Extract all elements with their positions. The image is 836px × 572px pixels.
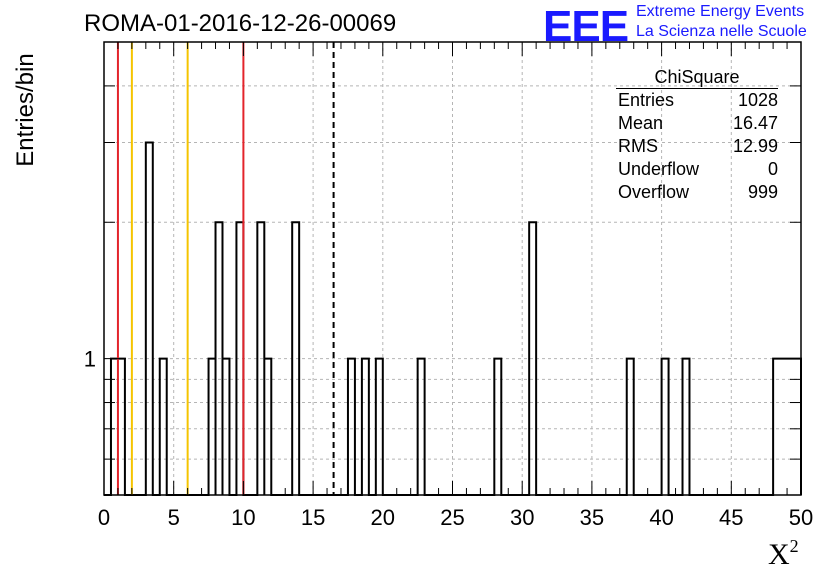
stats-value: 0 xyxy=(767,159,778,179)
x-axis-label-base: X xyxy=(768,538,790,571)
histogram-bin xyxy=(209,359,216,495)
histogram-bin xyxy=(662,359,669,495)
stats-row-underflow: Underflow 0 xyxy=(618,158,778,181)
stats-value: 12.99 xyxy=(732,136,778,156)
axis-ticks: 0 5 10 15 20 25 30 35 40 45 50 1 xyxy=(84,41,813,530)
histogram-bin xyxy=(222,359,229,495)
stats-label: Entries xyxy=(618,90,675,110)
stats-title: ChiSquare xyxy=(616,66,778,89)
stats-label: Underflow xyxy=(618,159,700,179)
stats-label: RMS xyxy=(618,136,658,156)
x-tick-label: 35 xyxy=(580,505,604,530)
chart-title: ROMA-01-2016-12-26-00069 xyxy=(84,10,397,37)
logo-line-2: La Scienza nelle Scuole xyxy=(636,23,807,40)
histogram-bin xyxy=(418,359,425,495)
histogram-bin xyxy=(683,359,690,495)
y-tick-label: 1 xyxy=(84,347,96,372)
histogram-bin xyxy=(236,222,243,495)
histogram-bin xyxy=(376,359,383,495)
stats-row-mean: Mean 16.47 xyxy=(618,112,778,135)
stats-box: ChiSquare Entries 1028 Mean 16.47 RMS 12.99… xyxy=(610,66,778,204)
x-tick-label: 45 xyxy=(719,505,743,530)
histogram-bin xyxy=(362,359,369,495)
stats-value: 999 xyxy=(747,182,778,202)
stats-row-overflow: Overflow 999 xyxy=(618,181,778,204)
x-tick-label: 20 xyxy=(371,505,395,530)
eee-logo: EEE xyxy=(543,2,629,51)
histogram-bin xyxy=(216,222,223,495)
stats-value: 16.47 xyxy=(732,113,778,133)
stats-label: Mean xyxy=(618,113,664,133)
histogram-bin xyxy=(264,359,271,495)
grid-lines xyxy=(104,42,801,495)
x-tick-label: 40 xyxy=(649,505,673,530)
histogram-bin xyxy=(146,142,153,495)
histogram-bin xyxy=(257,222,264,495)
x-tick-label: 0 xyxy=(98,505,110,530)
x-tick-label: 25 xyxy=(440,505,464,530)
histogram-bin xyxy=(627,359,634,495)
stats-row-rms: RMS 12.99 xyxy=(618,135,778,158)
histogram-bin xyxy=(292,222,299,495)
x-axis-label-sup: 2 xyxy=(789,536,799,556)
y-axis-label: Entries/bin xyxy=(12,53,39,167)
histogram-bin xyxy=(494,359,501,495)
histogram-bin xyxy=(348,359,355,495)
x-tick-label: 50 xyxy=(789,505,813,530)
histogram-bin xyxy=(529,222,536,495)
stats-label: Overflow xyxy=(618,182,690,202)
x-axis-label: X2 xyxy=(768,536,799,572)
reference-lines xyxy=(116,42,335,495)
x-tick-label: 30 xyxy=(510,505,534,530)
logo-line-1: Extreme Energy Events xyxy=(636,3,805,20)
x-tick-label: 15 xyxy=(301,505,325,530)
x-tick-label: 10 xyxy=(231,505,255,530)
stats-value: 1028 xyxy=(737,90,778,110)
stats-row-entries: Entries 1028 xyxy=(618,89,778,112)
x-tick-label: 5 xyxy=(168,505,180,530)
histogram-bin xyxy=(160,359,167,495)
